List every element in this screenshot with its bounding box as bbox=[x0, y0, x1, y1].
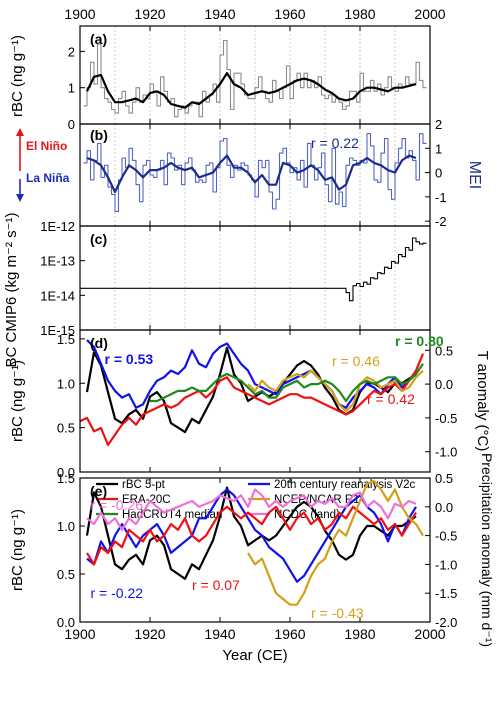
panel-d-series-3 bbox=[247, 369, 424, 413]
panel-e-label: (e) bbox=[90, 483, 107, 499]
panel-a-series-1 bbox=[86, 72, 417, 109]
el-nino-arrowhead bbox=[16, 128, 24, 136]
y-tick-label-right: -2 bbox=[435, 214, 447, 229]
y-tick-label: 1.5 bbox=[57, 332, 75, 347]
x-axis-label: Year (CE) bbox=[222, 647, 287, 664]
y-tick-label: 1E-12 bbox=[40, 219, 75, 234]
y-tick-label: 0 bbox=[68, 117, 75, 132]
panel-b-series-0-points bbox=[83, 134, 423, 212]
y-tick-label: 1E-15 bbox=[40, 323, 75, 338]
y-tick-label: 0.0 bbox=[57, 615, 75, 630]
panel-d-annotation: r = 0.53 bbox=[105, 351, 154, 367]
legend-label: ERA-20C bbox=[122, 494, 171, 506]
y-tick-label-right: 0.0 bbox=[435, 377, 453, 392]
panel-e-annotation: r = -0.22 bbox=[91, 585, 144, 601]
legend-label: rBC 5-pt bbox=[122, 479, 166, 491]
panel-d-frame bbox=[79, 329, 431, 473]
y-tick-label-right: -0.5 bbox=[435, 411, 457, 426]
y-tick-label-right: -0.5 bbox=[435, 529, 457, 544]
panel-b-annotation: r = 0.22 bbox=[311, 135, 359, 151]
legend-label: HadCRUT4 median bbox=[122, 509, 222, 521]
legend-label: NCDC (land) bbox=[274, 509, 340, 521]
panel-e-series-4 bbox=[86, 488, 417, 531]
panel-a-label: (a) bbox=[90, 31, 107, 47]
panel-d-label: (d) bbox=[90, 335, 108, 351]
y-tick-label: 1E-13 bbox=[40, 254, 75, 269]
x-tick-label-top: 1960 bbox=[274, 6, 305, 22]
legend: rBC 5-pt 20th century reanalysis V2cERA-2… bbox=[96, 479, 416, 521]
x-tick-label-top: 1900 bbox=[64, 6, 95, 22]
panel-e-annotation: r = -0.26 bbox=[91, 497, 144, 513]
y-tick-label-right: -1.5 bbox=[435, 586, 457, 601]
x-tick-label: 1900 bbox=[64, 626, 95, 642]
y-tick-label: 0.5 bbox=[57, 567, 75, 582]
panel-e-series-2 bbox=[86, 505, 417, 566]
panel-c-ylabel: BC CMIP6 (kg m⁻² s⁻¹) bbox=[3, 212, 20, 367]
panel-e-frame bbox=[79, 477, 431, 623]
panel-d-series-4 bbox=[150, 363, 424, 403]
y-tick-label: 0.0 bbox=[57, 465, 75, 480]
x-tick-label: 1980 bbox=[344, 626, 375, 642]
panel-d-ylabel: rBC (ng g⁻¹) bbox=[9, 360, 26, 442]
panel-a-series-0-points bbox=[83, 40, 423, 116]
y-tick-label-right: 0.0 bbox=[435, 500, 453, 515]
panel-c-label: (c) bbox=[90, 231, 107, 247]
panel-e-series-3 bbox=[247, 479, 424, 606]
panel-b-series-0 bbox=[83, 133, 427, 212]
x-tick-label-top: 2000 bbox=[414, 6, 445, 22]
panel-e-ylabel-right: Precipitation anomaly (mm d⁻¹) bbox=[479, 453, 495, 647]
panel-e-series-0 bbox=[85, 486, 417, 580]
y-tick-label-right: 0.5 bbox=[435, 471, 453, 486]
panel-e-annotation: r = -0.43 bbox=[311, 605, 364, 621]
y-tick-label-right: -1.0 bbox=[435, 445, 457, 460]
y-tick-label: 1 bbox=[68, 81, 75, 96]
y-tick-label-right: 2 bbox=[435, 117, 442, 132]
el-nino-label: El Niño bbox=[26, 139, 67, 153]
y-tick-label: 0.5 bbox=[57, 421, 75, 436]
y-tick-label-right: -1 bbox=[435, 190, 447, 205]
x-tick-label: 2000 bbox=[414, 626, 445, 642]
x-tick-label: 1940 bbox=[204, 626, 235, 642]
y-tick-label-right: 0 bbox=[435, 166, 442, 181]
x-tick-label: 1960 bbox=[274, 626, 305, 642]
la-nina-arrowhead bbox=[16, 194, 24, 202]
panel-d-annotation: r = 0.80 bbox=[395, 333, 444, 349]
panel-b-series-1 bbox=[86, 154, 417, 194]
y-tick-label: 1.0 bbox=[57, 519, 75, 534]
panel-c-series-0-points bbox=[80, 238, 423, 301]
x-tick-label-top: 1920 bbox=[134, 6, 165, 22]
panel-d-annotation: r = 0.42 bbox=[367, 391, 415, 407]
panel-d-series-1 bbox=[86, 339, 417, 409]
panel-a-ylabel: rBC (ng g⁻¹) bbox=[9, 35, 26, 117]
la-nina-label: La Niña bbox=[26, 171, 70, 185]
y-tick-label-right: -2.0 bbox=[435, 615, 457, 630]
legend-label: NCEP/NCAR R1 bbox=[274, 494, 360, 506]
y-tick-label-right: 0.5 bbox=[435, 343, 453, 358]
panel-e-ylabel: rBC (ng g⁻¹) bbox=[9, 509, 26, 591]
x-tick-label-top: 1980 bbox=[344, 6, 375, 22]
panel-d-annotation: r = 0.46 bbox=[332, 353, 380, 369]
y-tick-label: 1E-14 bbox=[40, 288, 75, 303]
y-tick-label-right: 1 bbox=[435, 141, 442, 156]
panel-c-series-0 bbox=[80, 237, 427, 302]
panel-d-series-2 bbox=[79, 353, 425, 447]
panel-e-annotation: r = 0.07 bbox=[192, 577, 240, 593]
panel-d-ylabel-right: T anomaly (°C) bbox=[474, 351, 491, 452]
panel-b-label: (b) bbox=[90, 127, 108, 143]
y-tick-label: 1.0 bbox=[57, 376, 75, 391]
x-tick-label-top: 1940 bbox=[204, 6, 235, 22]
x-tick-label: 1920 bbox=[134, 626, 165, 642]
y-tick-label: 2 bbox=[68, 44, 75, 59]
panel-b-frame bbox=[79, 123, 431, 227]
panel-b-ylabel: MEI bbox=[466, 161, 483, 189]
y-tick-label: 1.5 bbox=[57, 471, 75, 486]
y-tick-label-right: -1.0 bbox=[435, 557, 457, 572]
